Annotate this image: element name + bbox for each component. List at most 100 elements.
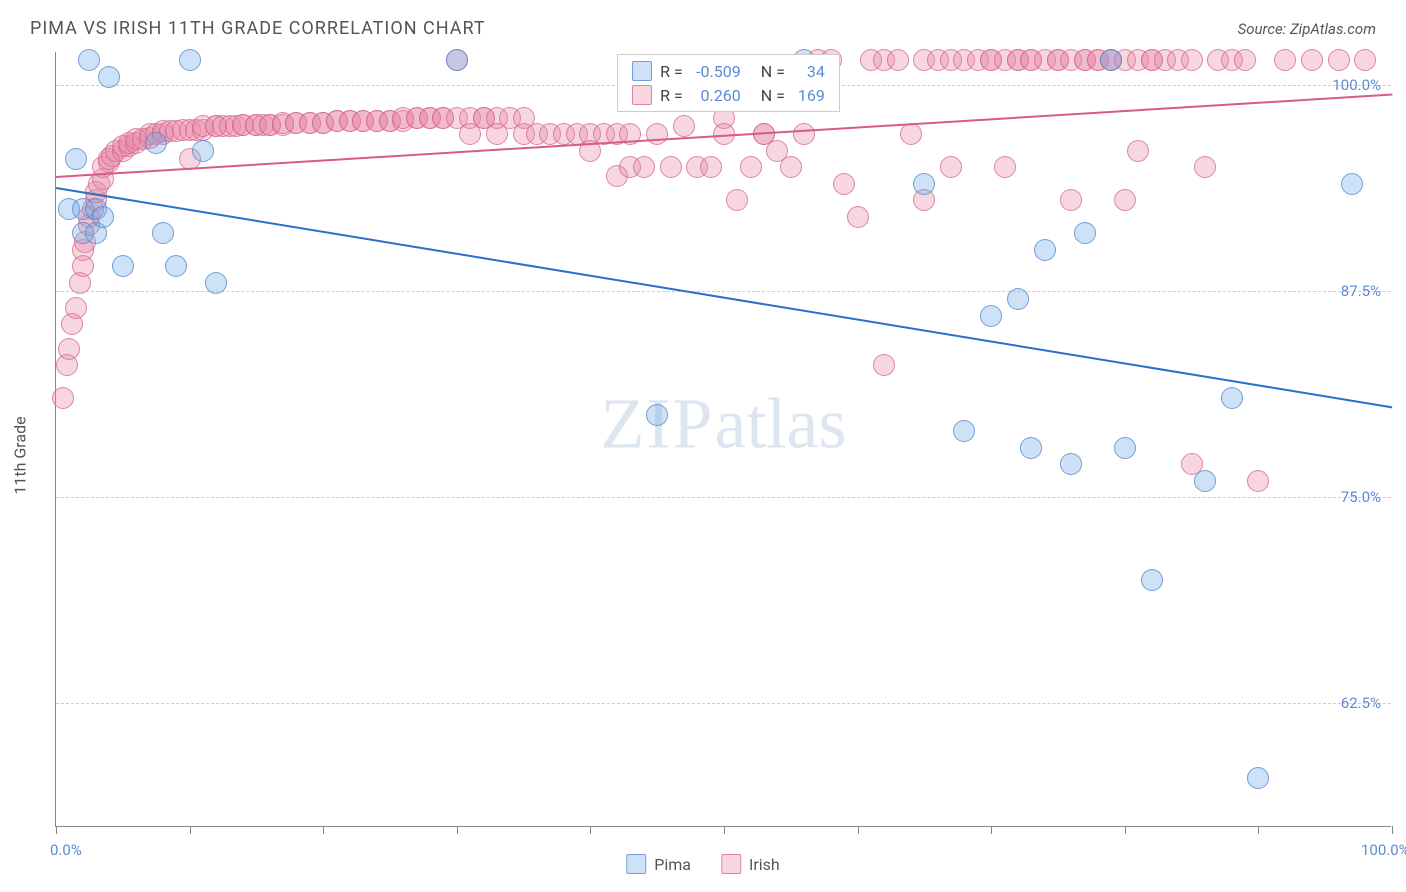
x-tick — [457, 826, 458, 834]
scatter-point — [92, 206, 114, 228]
scatter-point — [887, 49, 909, 71]
scatter-point — [1141, 569, 1163, 591]
y-tick-label: 87.5% — [1341, 282, 1381, 300]
x-tick — [724, 826, 725, 834]
scatter-point — [58, 338, 80, 360]
x-tick — [1125, 826, 1126, 834]
x-tick — [323, 826, 324, 834]
x-tick — [858, 826, 859, 834]
scatter-point — [1274, 49, 1296, 71]
scatter-point — [1194, 470, 1216, 492]
scatter-point — [1354, 49, 1376, 71]
gridline — [56, 497, 1391, 498]
scatter-point — [205, 272, 227, 294]
scatter-point — [78, 49, 100, 71]
scatter-point — [1181, 49, 1203, 71]
legend-swatch — [632, 85, 652, 105]
scatter-point — [65, 297, 87, 319]
scatter-point — [98, 66, 120, 88]
y-tick-label: 100.0% — [1332, 76, 1381, 94]
scatter-point — [847, 206, 869, 228]
scatter-point — [1341, 173, 1363, 195]
scatter-point — [953, 420, 975, 442]
legend-stats: R =-0.509N =34R =0.260N =169 — [617, 54, 840, 112]
trend-line — [56, 187, 1392, 408]
legend-swatch — [632, 61, 652, 81]
scatter-point — [900, 123, 922, 145]
legend-swatch — [721, 854, 741, 874]
scatter-point — [1034, 239, 1056, 261]
chart-title: PIMA VS IRISH 11TH GRADE CORRELATION CHA… — [30, 18, 486, 39]
scatter-point — [1100, 49, 1122, 71]
watermark-light: atlas — [715, 383, 847, 463]
x-tick — [1258, 826, 1259, 834]
chart-source: Source: ZipAtlas.com — [1238, 20, 1376, 38]
legend-n-value: 169 — [793, 86, 825, 105]
scatter-point — [1194, 156, 1216, 178]
scatter-point — [145, 132, 167, 154]
x-tick — [590, 826, 591, 834]
y-tick-label: 75.0% — [1341, 488, 1381, 506]
scatter-point — [1234, 49, 1256, 71]
scatter-point — [1007, 288, 1029, 310]
x-tick — [190, 826, 191, 834]
scatter-point — [192, 140, 214, 162]
legend-label: Irish — [749, 855, 780, 874]
scatter-point — [726, 189, 748, 211]
legend-r-value: 0.260 — [691, 86, 741, 105]
scatter-point — [740, 156, 762, 178]
scatter-point — [1247, 767, 1269, 789]
scatter-point — [833, 173, 855, 195]
scatter-point — [660, 156, 682, 178]
x-tick — [56, 826, 57, 834]
legend-bottom: Pima Irish — [626, 854, 779, 874]
scatter-point — [52, 387, 74, 409]
scatter-point — [179, 49, 201, 71]
scatter-point — [673, 115, 695, 137]
scatter-point — [65, 148, 87, 170]
scatter-point — [1328, 49, 1350, 71]
scatter-point — [646, 404, 668, 426]
watermark: ZIPatlas — [601, 382, 847, 465]
scatter-point — [913, 173, 935, 195]
scatter-point — [700, 156, 722, 178]
scatter-point — [152, 222, 174, 244]
scatter-point — [1114, 189, 1136, 211]
y-axis-title: 11th Grade — [11, 416, 30, 494]
scatter-point — [940, 156, 962, 178]
legend-r-label: R = — [660, 62, 683, 81]
legend-stats-row: R =0.260N =169 — [618, 83, 839, 107]
legend-swatch — [626, 854, 646, 874]
legend-label: Pima — [654, 855, 691, 874]
scatter-point — [793, 123, 815, 145]
scatter-point — [112, 255, 134, 277]
scatter-point — [780, 156, 802, 178]
y-tick-label: 62.5% — [1341, 694, 1381, 712]
scatter-point — [1060, 453, 1082, 475]
legend-n-value: 34 — [793, 62, 825, 81]
scatter-point — [980, 305, 1002, 327]
gridline — [56, 703, 1391, 704]
scatter-point — [446, 49, 468, 71]
legend-r-value: -0.509 — [691, 62, 741, 81]
scatter-point — [1221, 387, 1243, 409]
scatter-point — [1060, 189, 1082, 211]
scatter-point — [1020, 437, 1042, 459]
scatter-point — [1074, 222, 1096, 244]
chart-header: PIMA VS IRISH 11TH GRADE CORRELATION CHA… — [0, 0, 1406, 49]
scatter-point — [1247, 470, 1269, 492]
scatter-point — [165, 255, 187, 277]
legend-stats-row: R = -0.509 N = 34 — [618, 59, 839, 83]
legend-item: Irish — [721, 854, 780, 874]
legend-n-label: N = — [761, 62, 785, 81]
scatter-point — [633, 156, 655, 178]
x-tick-label: 0.0% — [50, 841, 82, 859]
scatter-point — [646, 123, 668, 145]
scatter-point — [994, 156, 1016, 178]
gridline — [56, 291, 1391, 292]
legend-r-label: R = — [660, 86, 683, 105]
scatter-point — [1301, 49, 1323, 71]
scatter-point — [1127, 140, 1149, 162]
scatter-point — [1114, 437, 1136, 459]
x-tick — [1392, 826, 1393, 834]
